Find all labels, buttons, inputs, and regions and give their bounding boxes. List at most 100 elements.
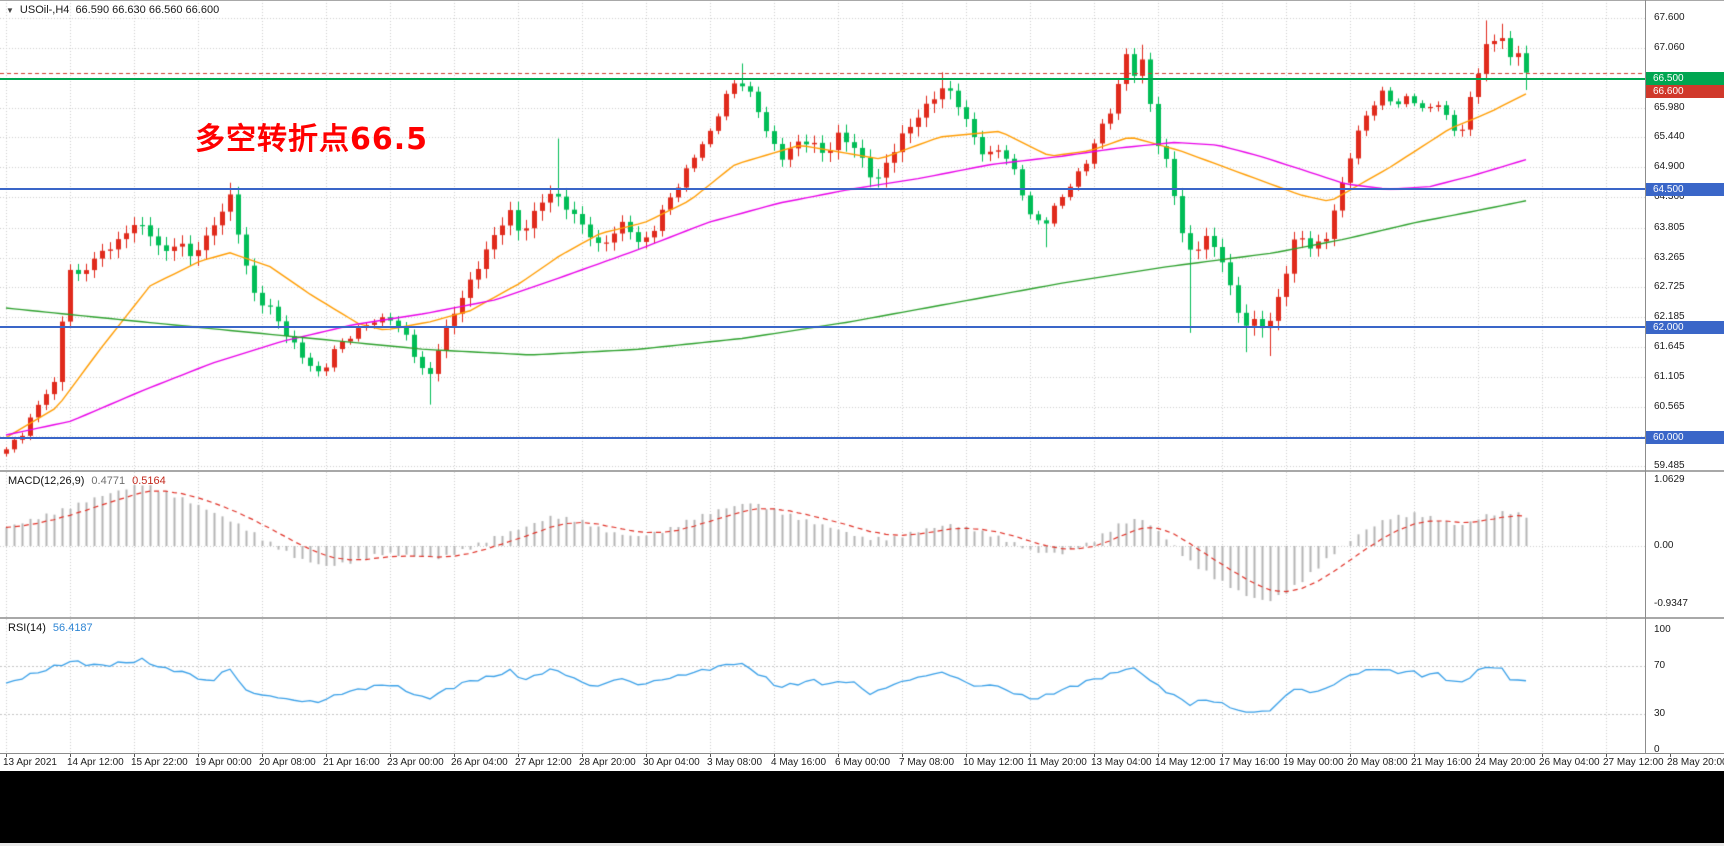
time-axis-label: 23 Apr 00:00 (387, 757, 444, 768)
macd-indicator-canvas[interactable] (0, 472, 1645, 617)
time-axis-tick (838, 753, 839, 757)
rsi-axis-label: 100 (1654, 624, 1671, 635)
time-axis-tick (1350, 753, 1351, 757)
price-axis[interactable] (1646, 0, 1724, 753)
price-axis-label: 67.600 (1654, 12, 1685, 24)
macd-signal-value: 0.5164 (132, 475, 166, 487)
bottom-black-bar (0, 771, 1724, 843)
macd-axis-label: 0.00 (1654, 540, 1674, 551)
time-axis-tick (1158, 753, 1159, 757)
time-axis-label: 17 May 16:00 (1219, 757, 1280, 768)
ohlc-values: 66.590 66.630 66.560 66.600 (75, 4, 220, 16)
time-axis-tick (966, 753, 967, 757)
time-axis-tick (1030, 753, 1031, 757)
time-axis-tick (1478, 753, 1479, 757)
time-axis-label: 14 Apr 12:00 (67, 757, 124, 768)
time-axis-label: 13 Apr 2021 (3, 757, 57, 768)
rsi-axis-label: 0 (1654, 744, 1660, 755)
chart-title: ▼ USOil-,H4 66.590 66.630 66.560 66.600 (6, 4, 219, 16)
time-axis-tick (902, 753, 903, 757)
main-price-chart-canvas[interactable] (0, 0, 1645, 470)
time-axis-label: 19 Apr 00:00 (195, 757, 252, 768)
time-axis-label: 15 Apr 22:00 (131, 757, 188, 768)
price-level-badge: 64.500 (1646, 182, 1724, 196)
macd-axis-label: 1.0629 (1654, 474, 1685, 486)
time-axis-tick (1670, 753, 1671, 757)
time-axis-tick (710, 753, 711, 757)
pane-separator-rsi[interactable] (0, 617, 1724, 619)
time-axis[interactable] (0, 754, 1724, 771)
time-axis-label: 13 May 04:00 (1091, 757, 1152, 768)
time-axis-label: 7 May 08:00 (899, 757, 955, 768)
time-axis-label: 30 Apr 04:00 (643, 757, 700, 768)
time-axis-label: 21 Apr 16:00 (323, 757, 380, 768)
horizontal-level-line[interactable] (0, 436, 1645, 439)
time-axis-tick (198, 753, 199, 757)
time-axis-label: 24 May 20:00 (1475, 757, 1536, 768)
time-axis-label: 11 May 20:00 (1027, 757, 1087, 768)
price-axis-label: 65.980 (1654, 101, 1685, 113)
time-axis-tick (6, 753, 7, 757)
price-axis-label: 67.060 (1654, 42, 1685, 54)
price-axis-label: 59.485 (1654, 460, 1685, 472)
price-axis-label: 64.900 (1654, 161, 1685, 173)
time-axis-label: 20 May 08:00 (1347, 757, 1408, 768)
rsi-axis-label: 30 (1654, 708, 1666, 719)
time-axis-tick (1414, 753, 1415, 757)
symbol-dropdown-icon[interactable]: ▼ (6, 5, 14, 15)
horizontal-level-line[interactable] (0, 188, 1645, 191)
macd-header: MACD(12,26,9) 0.4771 0.5164 (8, 475, 166, 487)
time-axis-label: 28 May 20:00 (1667, 757, 1724, 768)
horizontal-level-line[interactable] (0, 77, 1645, 80)
time-axis-tick (1286, 753, 1287, 757)
pane-separator-macd[interactable] (0, 470, 1724, 472)
price-axis-label: 64.360 (1654, 191, 1685, 203)
rsi-value: 56.4187 (52, 622, 93, 634)
price-axis-label: 61.105 (1654, 370, 1685, 382)
time-axis-label: 10 May 12:00 (963, 757, 1024, 768)
macd-main-value: 0.4771 (91, 475, 126, 487)
horizontal-level-line[interactable] (0, 326, 1645, 329)
current-price-badge: 66.600 (1646, 85, 1724, 99)
price-axis-label: 62.725 (1654, 281, 1685, 293)
time-axis-tick (646, 753, 647, 757)
annotation-text[interactable]: 多空转折点66.5 (195, 122, 429, 157)
time-axis-label: 26 May 04:00 (1539, 757, 1600, 768)
time-axis-label: 20 Apr 08:00 (259, 757, 316, 768)
time-axis-label: 6 May 00:00 (835, 757, 891, 768)
time-axis-label: 14 May 12:00 (1155, 757, 1216, 768)
time-axis-label: 27 May 12:00 (1603, 757, 1664, 768)
time-axis-tick (390, 753, 391, 757)
time-axis-tick (1542, 753, 1543, 757)
rsi-indicator-canvas[interactable] (0, 619, 1645, 753)
time-axis-tick (518, 753, 519, 757)
time-axis-label: 27 Apr 12:00 (515, 757, 572, 768)
price-axis-label: 62.185 (1654, 311, 1685, 323)
bottom-edge-strip (0, 843, 1724, 846)
symbol-timeframe-label: USOil-,H4 (19, 4, 70, 16)
time-axis-tick (1222, 753, 1223, 757)
time-axis-label: 19 May 00:00 (1283, 757, 1344, 768)
time-axis-tick (262, 753, 263, 757)
price-axis-label: 65.440 (1654, 131, 1685, 143)
price-axis-label: 63.265 (1654, 251, 1685, 263)
time-axis-label: 3 May 08:00 (707, 757, 763, 768)
time-axis-tick (1094, 753, 1095, 757)
time-axis-separator (0, 753, 1724, 754)
time-axis-label: 28 Apr 20:00 (579, 757, 636, 768)
price-axis-label: 63.805 (1654, 221, 1685, 233)
time-axis-label: 21 May 16:00 (1411, 757, 1472, 768)
time-axis-tick (582, 753, 583, 757)
price-axis-label: 61.645 (1654, 340, 1685, 352)
price-level-badge: 60.000 (1646, 431, 1724, 445)
time-axis-tick (1606, 753, 1607, 757)
time-axis-label: 4 May 16:00 (771, 757, 827, 768)
time-axis-tick (454, 753, 455, 757)
time-axis-tick (774, 753, 775, 757)
chart-top-border (0, 0, 1724, 1)
rsi-header: RSI(14) 56.4187 (8, 622, 93, 634)
price-axis-separator (1645, 0, 1646, 753)
price-level-badge: 66.500 (1646, 72, 1724, 86)
price-axis-label: 60.565 (1654, 400, 1685, 412)
